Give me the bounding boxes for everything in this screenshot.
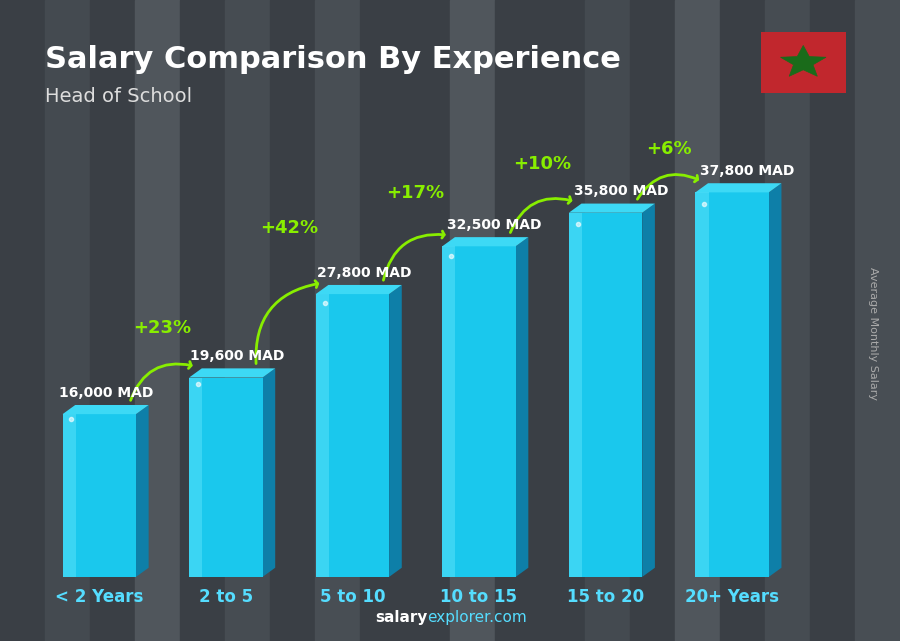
Polygon shape (569, 213, 643, 577)
Polygon shape (569, 213, 582, 577)
Polygon shape (63, 414, 76, 577)
Text: +17%: +17% (387, 184, 445, 202)
Text: Salary Comparison By Experience: Salary Comparison By Experience (45, 45, 621, 74)
Text: Head of School: Head of School (45, 87, 192, 106)
Polygon shape (780, 46, 826, 76)
Text: 37,800 MAD: 37,800 MAD (700, 164, 795, 178)
Polygon shape (189, 369, 275, 378)
Polygon shape (316, 294, 328, 577)
Polygon shape (63, 405, 148, 414)
Polygon shape (316, 285, 401, 294)
Polygon shape (442, 246, 455, 577)
Polygon shape (696, 183, 781, 192)
Polygon shape (63, 414, 136, 577)
Polygon shape (389, 285, 401, 577)
Text: 16,000 MAD: 16,000 MAD (58, 386, 153, 400)
Polygon shape (696, 192, 769, 577)
Polygon shape (769, 183, 781, 577)
Polygon shape (189, 378, 263, 577)
Text: salary: salary (375, 610, 428, 625)
Polygon shape (136, 405, 149, 577)
Text: +10%: +10% (513, 155, 572, 173)
Polygon shape (189, 378, 202, 577)
Text: 35,800 MAD: 35,800 MAD (574, 185, 669, 199)
Text: +42%: +42% (260, 219, 319, 237)
Text: explorer.com: explorer.com (428, 610, 527, 625)
Text: 27,800 MAD: 27,800 MAD (317, 266, 411, 280)
Polygon shape (516, 237, 528, 577)
Text: +23%: +23% (133, 319, 192, 337)
Polygon shape (263, 369, 275, 577)
Polygon shape (696, 192, 708, 577)
Polygon shape (643, 204, 655, 577)
Polygon shape (569, 204, 655, 213)
Polygon shape (442, 237, 528, 246)
Text: 32,500 MAD: 32,500 MAD (447, 218, 542, 232)
Text: +6%: +6% (646, 140, 691, 158)
Text: 19,600 MAD: 19,600 MAD (191, 349, 284, 363)
Polygon shape (442, 246, 516, 577)
Polygon shape (316, 294, 389, 577)
Text: Average Monthly Salary: Average Monthly Salary (868, 267, 878, 400)
